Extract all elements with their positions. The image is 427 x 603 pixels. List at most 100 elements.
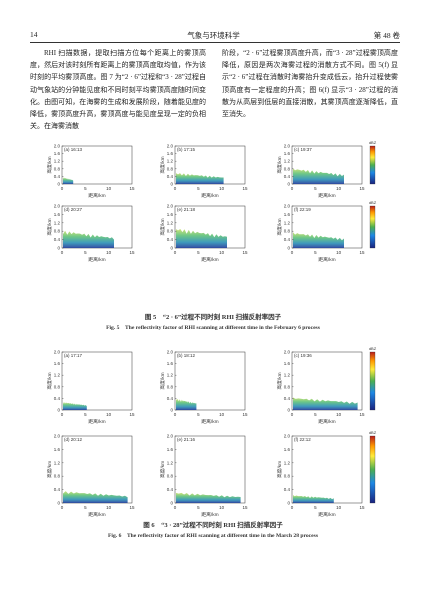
x-axis-label: 距离/km (88, 192, 105, 199)
y-tick-label: 2.0 (167, 434, 174, 439)
y-tick-label: 0.4 (284, 396, 291, 401)
panel-label: (d) 20:27 (64, 207, 83, 212)
x-tick-label: 15 (359, 412, 365, 417)
x-tick-label: 0 (291, 412, 294, 417)
x-tick-label: 0 (174, 250, 177, 255)
x-tick-label: 10 (219, 505, 225, 510)
plot-frame (174, 351, 246, 411)
panel-label: (c) 19:36 (294, 353, 312, 358)
paragraph: RHI 扫描数据，提取扫描方位每个距离上的雾顶高度，然后对该时刻所有距离上的雾顶… (30, 49, 206, 131)
y-tick-label: 1.2 (167, 373, 174, 378)
x-tick-label: 15 (359, 250, 365, 255)
x-tick-label: 10 (106, 250, 112, 255)
y-axis-label: 高度/km (276, 372, 283, 389)
y-tick-label: 1.6 (284, 212, 291, 217)
x-tick-label: 0 (291, 186, 294, 191)
y-tick-label: 0.8 (284, 166, 291, 171)
colorbar-label: dBZ (369, 200, 377, 205)
y-tick-label: 2.0 (284, 204, 291, 209)
x-tick-label: 15 (242, 505, 248, 510)
x-tick-label: 10 (219, 186, 225, 191)
y-tick-label: 1.2 (54, 460, 61, 465)
x-tick-label: 15 (129, 505, 135, 510)
x-tick-label: 10 (219, 250, 225, 255)
y-tick-label: 0.8 (167, 384, 174, 389)
y-tick-label: 1.6 (167, 212, 174, 217)
y-tick-label: 1.6 (284, 361, 291, 366)
y-axis-label: 高度/km (159, 218, 166, 235)
colorbar (369, 435, 376, 504)
x-tick-label: 10 (106, 505, 112, 510)
x-tick-label: 15 (129, 250, 135, 255)
x-tick-label: 5 (197, 250, 200, 255)
panel-label: (a) 16:13 (64, 147, 83, 152)
y-tick-label: 0.8 (54, 384, 61, 389)
y-tick-label: 2.0 (167, 204, 174, 209)
y-tick-label: 0.8 (54, 229, 61, 234)
y-tick-label: 1.6 (54, 151, 61, 156)
x-tick-label: 0 (61, 505, 64, 510)
y-tick-label: 2.0 (284, 144, 291, 149)
y-tick-label: 0.8 (284, 384, 291, 389)
y-tick-label: 2.0 (54, 350, 61, 355)
radar-echo (293, 232, 344, 248)
caption-cn: 图 5 “2 · 6”过程不同时刻 RHI 扫描反射率因子 (145, 312, 282, 321)
panel-label: (f) 22:19 (294, 207, 311, 212)
y-tick-label: 0.4 (284, 174, 291, 179)
panel-label: (f) 22:12 (294, 437, 311, 442)
radar-echo (176, 492, 241, 503)
panel-label: (e) 21:16 (177, 437, 196, 442)
radar-echo (63, 230, 114, 248)
colorbar (369, 145, 376, 185)
caption-en: Fig. 6 The reflectivity factor of RHI sc… (108, 533, 319, 539)
x-tick-label: 10 (219, 412, 225, 417)
y-tick-label: 0 (170, 408, 173, 413)
x-tick-label: 0 (291, 505, 294, 510)
y-tick-label: 0 (287, 246, 290, 251)
y-tick-label: 0.8 (284, 229, 291, 234)
x-tick-label: 15 (242, 412, 248, 417)
y-tick-label: 0 (57, 408, 60, 413)
x-axis-label: 距离/km (88, 418, 105, 425)
plot-frame (174, 435, 246, 504)
x-tick-label: 0 (174, 412, 177, 417)
page-number: 14 (30, 30, 38, 39)
x-tick-label: 10 (106, 186, 112, 191)
colorbar-label: dBZ (369, 430, 377, 435)
y-tick-label: 0.4 (54, 396, 61, 401)
x-axis-label: 距离/km (201, 192, 218, 199)
y-tick-label: 2.0 (54, 204, 61, 209)
y-tick-label: 1.2 (284, 220, 291, 225)
y-tick-label: 0.4 (284, 487, 291, 492)
x-axis-label: 距离/km (318, 192, 335, 199)
y-axis-label: 高度/km (46, 156, 53, 173)
x-tick-label: 5 (197, 186, 200, 191)
x-tick-label: 10 (336, 186, 342, 191)
x-tick-label: 0 (61, 250, 64, 255)
y-tick-label: 0.8 (167, 166, 174, 171)
colorbar (369, 351, 376, 411)
panel-label: (a) 17:17 (64, 353, 83, 358)
x-tick-label: 0 (174, 505, 177, 510)
y-tick-label: 0.4 (54, 174, 61, 179)
y-tick-label: 0.8 (54, 166, 61, 171)
caption-cn: 图 6 “3 · 28”过程不同时刻 RHI 扫描反射率因子 (143, 520, 283, 529)
radar-echo (293, 397, 358, 410)
y-tick-label: 1.6 (54, 212, 61, 217)
paragraph: 阶段，“2 · 6”过程雾顶高度升高，而“3 · 28”过程雾顶高度降低，原因是… (222, 49, 398, 119)
x-tick-label: 10 (336, 505, 342, 510)
radar-echo (293, 168, 344, 184)
y-tick-label: 1.6 (167, 447, 174, 452)
caption-en: Fig. 5 The reflectivity factor of RHI sc… (106, 325, 321, 331)
y-tick-label: 0.4 (54, 487, 61, 492)
colorbar-label: dBZ (369, 140, 377, 145)
x-tick-label: 10 (336, 412, 342, 417)
x-axis-label: 距离/km (318, 418, 335, 425)
y-tick-label: 2.0 (167, 350, 174, 355)
x-tick-label: 15 (242, 186, 248, 191)
y-tick-label: 0.8 (54, 474, 61, 479)
x-tick-label: 5 (197, 505, 200, 510)
x-tick-label: 15 (359, 505, 365, 510)
